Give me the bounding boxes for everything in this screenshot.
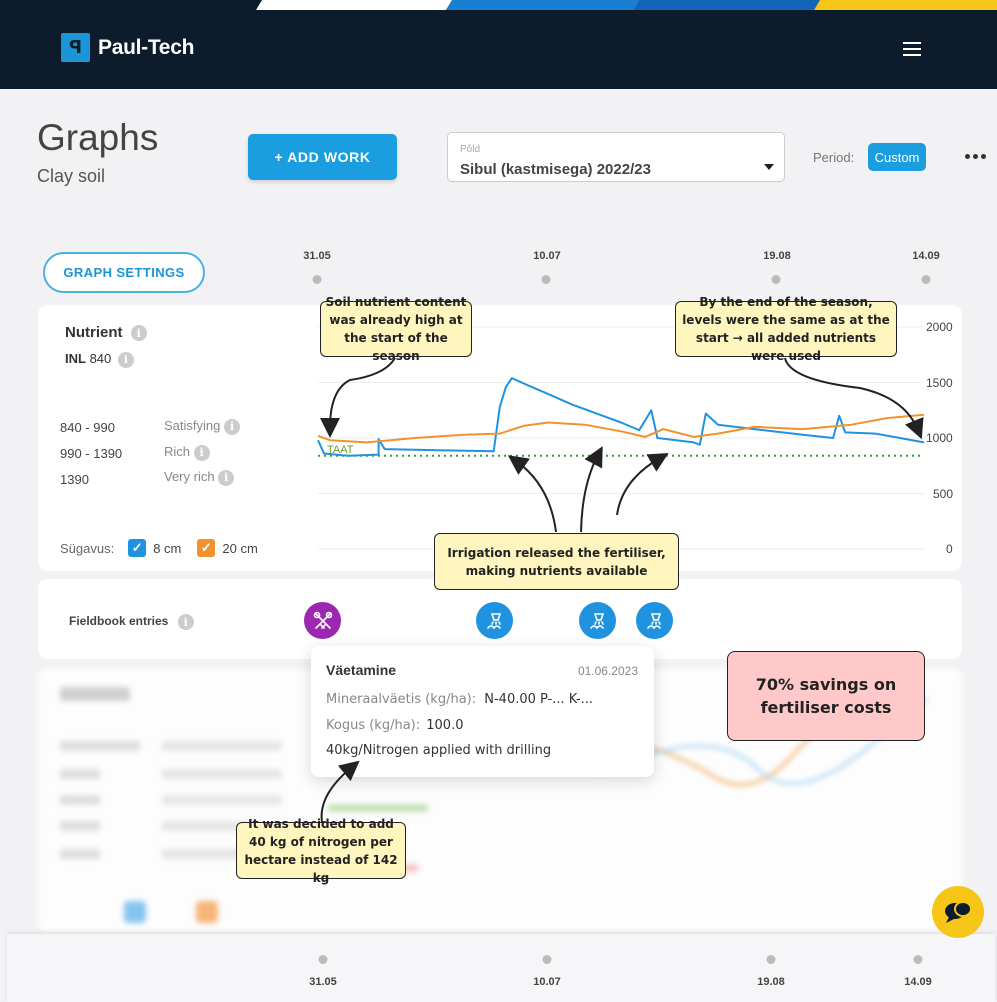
more-options-icon[interactable]	[965, 154, 986, 159]
range-label: Rich i	[164, 444, 210, 461]
irrigation-icon[interactable]	[476, 602, 513, 639]
timeline-date: 19.08	[763, 250, 791, 262]
timeline-dot[interactable]	[542, 955, 552, 964]
checkbox-20cm[interactable]: ✓	[197, 539, 216, 557]
range-value: 840 - 990	[60, 420, 115, 435]
field-select-label: Põld	[460, 144, 481, 155]
annotation-soil-start: Soil nutrient content was already high a…	[320, 295, 472, 363]
nutrient-title-text: Nutrient	[65, 324, 123, 341]
range-label: Satisfying i	[164, 418, 240, 435]
fieldbook-label: Fieldbook entries i	[69, 614, 194, 630]
annotation-season-end: By the end of the season, levels were th…	[675, 295, 897, 363]
popup-note: 40kg/Nitrogen applied with drilling	[326, 743, 552, 758]
info-icon[interactable]: i	[193, 444, 210, 461]
logo-icon: ꟼ	[61, 33, 90, 62]
bottom-timeline-bar	[7, 934, 995, 1002]
add-work-button[interactable]: + ADD WORK	[248, 134, 397, 180]
fieldbook-entry-popup: Väetamine 01.06.2023 Mineraalväetis (kg/…	[311, 646, 654, 777]
y-tick-label: 2000	[926, 320, 953, 334]
seeding-icon[interactable]	[304, 602, 341, 639]
popup-date: 01.06.2023	[577, 664, 638, 678]
depth-selector: Sügavus: ✓ 8 cm ✓ 20 cm	[60, 539, 258, 557]
popup-fertiliser-label: Mineraalväetis (kg/ha):	[326, 692, 477, 707]
brand-stripes	[256, 0, 997, 10]
field-select[interactable]: Põld Sibul (kastmisega) 2022/23	[447, 132, 785, 182]
popup-fertiliser-row: Mineraalväetis (kg/ha): N-40.00 P-... K-…	[326, 692, 593, 707]
field-select-value: Sibul (kastmisega) 2022/23	[460, 161, 651, 178]
top-navigation-bar: ꟼ Paul-Tech	[0, 0, 997, 89]
timeline-date: 31.05	[303, 250, 331, 262]
irrigation-icon[interactable]	[579, 602, 616, 639]
depth-label: Sügavus:	[60, 540, 115, 556]
y-tick-label: 500	[933, 487, 954, 501]
timeline-dot[interactable]	[921, 275, 931, 284]
page-title: Graphs	[37, 117, 159, 158]
popup-fertiliser-value: N-40.00 P-... K-...	[484, 692, 594, 707]
timeline-dot[interactable]	[318, 955, 328, 964]
nutrient-title: Nutrient i	[65, 324, 147, 342]
inl-value-row: INL 840 i	[65, 351, 134, 368]
checkbox-8cm[interactable]: ✓	[128, 539, 147, 557]
timeline-date: 31.05	[309, 976, 337, 988]
graph-settings-button[interactable]: GRAPH SETTINGS	[43, 252, 205, 293]
info-icon[interactable]: i	[218, 469, 235, 486]
chat-support-button[interactable]	[932, 886, 984, 938]
info-icon[interactable]: i	[117, 351, 134, 368]
annotation-nitrogen: It was decided to add 40 kg of nitrogen …	[236, 817, 406, 885]
menu-icon[interactable]	[903, 42, 921, 56]
inl-value: 840	[89, 351, 112, 366]
timeline-dot[interactable]	[766, 955, 776, 964]
timeline-date: 14.09	[912, 250, 940, 262]
info-icon[interactable]: i	[130, 325, 147, 342]
timeline-dot[interactable]	[913, 955, 923, 964]
timeline-dot[interactable]	[312, 275, 322, 284]
period-select[interactable]: Custom	[868, 143, 926, 171]
chevron-down-icon	[764, 164, 774, 170]
period-label: Period:	[813, 150, 855, 165]
popup-amount-label: Kogus (kg/ha):	[326, 718, 421, 733]
info-icon[interactable]: i	[177, 614, 194, 630]
annotation-irrigation: Irrigation released the fertiliser, maki…	[434, 533, 679, 590]
brand-logo[interactable]: ꟼ Paul-Tech	[61, 33, 194, 62]
y-tick-label: 1500	[926, 376, 953, 390]
timeline-dot[interactable]	[771, 275, 781, 284]
timeline-date: 14.09	[904, 976, 932, 988]
brand-name: Paul-Tech	[98, 35, 195, 59]
timeline-date: 19.08	[757, 976, 785, 988]
popup-amount-row: Kogus (kg/ha): 100.0	[326, 718, 463, 733]
timeline-date: 10.07	[533, 250, 561, 262]
irrigation-icon[interactable]	[636, 602, 673, 639]
popup-amount-value: 100.0	[426, 718, 464, 733]
chat-bubbles-icon	[945, 901, 972, 923]
range-label: Very rich i	[164, 469, 235, 486]
range-value: 1390	[60, 472, 89, 487]
range-label-text: Rich	[164, 444, 191, 459]
info-icon[interactable]: i	[224, 418, 240, 435]
range-label-text: Satisfying	[164, 418, 221, 433]
depth-8cm-label: 8 cm	[153, 540, 182, 556]
inl-label: INL	[65, 351, 86, 366]
range-value: 990 - 1390	[60, 446, 123, 461]
popup-title: Väetamine	[326, 662, 397, 678]
range-label-text: Very rich	[164, 469, 215, 484]
timeline-date: 10.07	[533, 976, 561, 988]
fieldbook-label-text: Fieldbook entries	[69, 614, 169, 629]
y-tick-label: 0	[946, 542, 953, 556]
timeline-dot[interactable]	[541, 275, 551, 284]
depth-20cm-label: 20 cm	[222, 540, 258, 556]
page-subtitle: Clay soil	[37, 166, 106, 186]
savings-callout: 70% savings on fertiliser costs	[727, 651, 925, 741]
y-tick-label: 1000	[926, 431, 953, 445]
